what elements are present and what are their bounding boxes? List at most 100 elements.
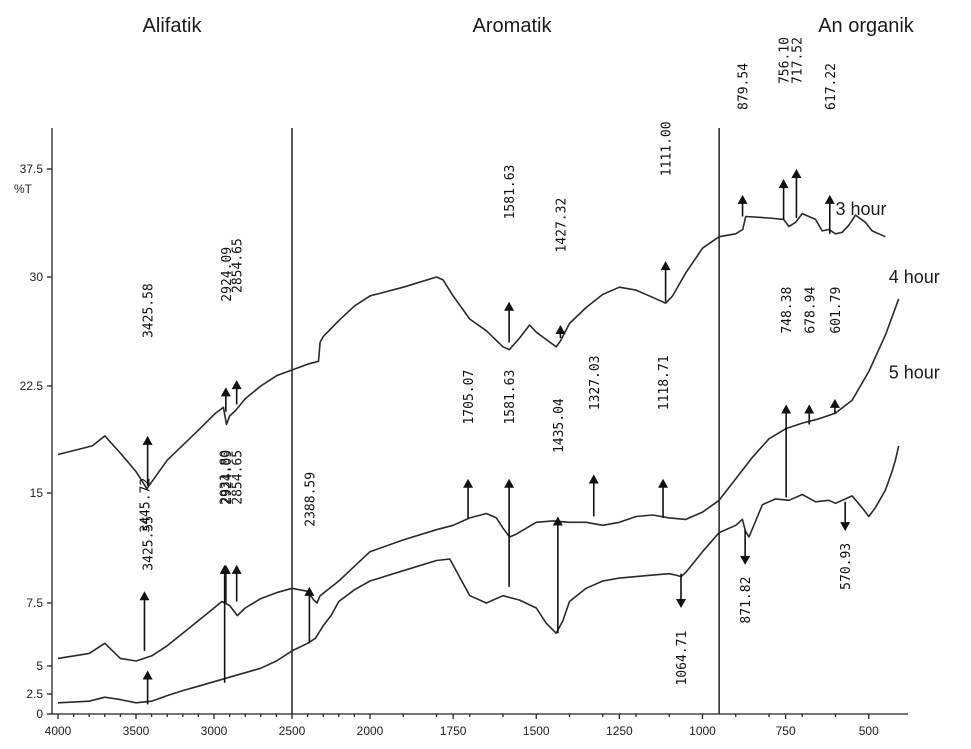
peak-annotation: 871.82 [739, 529, 754, 624]
annotation-label: 871.82 [739, 577, 754, 624]
peak-annotation: 2854.65 [231, 450, 246, 602]
region-label-aromatik: Aromatik [473, 15, 553, 37]
peak-annotation: 3425.55 [142, 516, 157, 705]
x-tick-label: 3500 [123, 724, 150, 738]
annotation-arrowhead [220, 387, 231, 397]
series-label: 3 hour [836, 199, 887, 219]
peak-annotation: 3425.58 [142, 283, 157, 486]
x-tick-label: 1250 [606, 724, 633, 738]
axes [51, 128, 908, 715]
peak-annotation: 570.93 [839, 501, 854, 590]
peak-annotation: 1705.07 [462, 370, 477, 518]
peak-annotation: 617.22 [824, 63, 839, 234]
region-dividers [291, 128, 720, 714]
annotation-arrowhead [791, 169, 802, 178]
region-label-alifatik: Alifatik [143, 15, 203, 37]
peak-annotation: 1435.04 [552, 398, 567, 634]
peak-annotation: 717.52 [790, 37, 805, 218]
annotation-arrowhead [824, 194, 835, 204]
annotation-arrowhead [588, 474, 599, 484]
annotation-arrowhead [463, 478, 474, 488]
annotation-arrowhead [552, 516, 563, 526]
peak-annotation: 748.38 [780, 287, 795, 498]
annotation-arrowhead [675, 599, 686, 609]
x-tick-label: 750 [776, 724, 796, 738]
y-tick-label: 37.5 [20, 162, 44, 176]
series-label: 4 hour [889, 267, 940, 287]
annotation-arrowhead [829, 398, 840, 408]
y-tick-label: 15 [30, 486, 44, 500]
annotation-label: 601.79 [829, 287, 844, 334]
y-tick-label: 7.5 [26, 596, 43, 610]
annotation-arrowhead [142, 670, 153, 680]
annotation-label: 717.52 [790, 37, 805, 84]
annotation-arrowhead [504, 301, 515, 311]
x-tick-label: 3000 [201, 724, 228, 738]
annotation-label: 617.22 [824, 63, 839, 110]
annotation-label: 3445.72 [138, 478, 153, 533]
y-tick-label: 0 [36, 707, 43, 721]
peak-annotation: 1111.00 [660, 121, 675, 302]
annotation-arrowhead [304, 586, 315, 596]
annotation-arrowhead [220, 564, 231, 574]
annotation-label: 1581.63 [503, 165, 518, 220]
annotation-arrowhead [660, 261, 671, 271]
peak-annotation: 601.79 [829, 287, 844, 414]
series-label: 5 hour [889, 363, 940, 383]
annotation-label: 2924.09 [220, 450, 235, 505]
annotation-label: 879.54 [737, 63, 752, 110]
x-tick-label: 2000 [357, 724, 384, 738]
series-line-4h [57, 298, 900, 662]
annotation-arrowhead [142, 435, 153, 445]
annotation-label: 1118.71 [657, 355, 672, 410]
y-tick-label: 22.5 [20, 379, 44, 393]
peak-annotation: 1064.71 [675, 573, 690, 686]
peak-annotation: 1427.32 [554, 198, 569, 339]
x-tick-label: 1500 [523, 724, 550, 738]
spectra [57, 212, 900, 704]
annotation-label: 1705.07 [462, 370, 477, 425]
annotation-arrowhead [778, 179, 789, 189]
peak-annotation: 879.54 [737, 63, 752, 217]
peak-annotation: 1118.71 [657, 355, 672, 518]
annotation-label: 2854.65 [231, 238, 246, 293]
peak-annotation: 1581.63 [503, 370, 518, 587]
y-axis-label: %T [14, 182, 33, 196]
annotation-arrowhead [231, 564, 242, 574]
annotation-label: 1327.03 [588, 355, 603, 410]
annotation-arrowhead [737, 194, 748, 204]
annotation-label: 2388.59 [303, 472, 318, 527]
peak-annotation: 2854.65 [231, 238, 246, 405]
x-tick-label: 1750 [440, 724, 467, 738]
peak-annotations: 3425.582924.092854.651581.631427.321111.… [138, 37, 854, 705]
annotation-label: 3425.58 [142, 283, 157, 338]
annotation-arrowhead [804, 404, 815, 414]
y-tick-label: 30 [30, 270, 44, 284]
annotation-label: 3425.55 [142, 516, 157, 571]
annotation-arrowhead [139, 591, 150, 601]
y-tick-label: 2.5 [26, 687, 43, 701]
annotation-label: 748.38 [780, 287, 795, 334]
peak-annotation: 2924.09 [220, 247, 235, 412]
peak-annotation: 1327.03 [588, 355, 603, 517]
series-line-3h [57, 212, 886, 490]
peak-annotation: 2924.09 [220, 450, 235, 603]
region-label-anorganik: An organik [818, 15, 915, 37]
x-tick-label: 500 [859, 724, 879, 738]
axis-ticks: 4000 3500 3000 2500 2000 1750 1500 1250 1000 750 5… [20, 162, 879, 738]
x-tick-label: 1000 [689, 724, 716, 738]
annotation-label: 1435.04 [552, 398, 567, 453]
annotation-label: 570.93 [839, 543, 854, 590]
annotation-label: 678.94 [803, 287, 818, 334]
y-tick-label: 5 [36, 659, 43, 673]
annotation-arrowhead [781, 404, 792, 414]
annotation-label: 756.10 [778, 37, 793, 84]
peak-annotation: 3445.72 [138, 478, 153, 651]
peak-annotation: 2388.59 [303, 472, 318, 644]
series-labels: 3 hour 4 hour 5 hour [836, 199, 940, 383]
x-tick-label: 2500 [279, 724, 306, 738]
x-tick-label: 4000 [45, 724, 72, 738]
peak-annotation: 678.94 [803, 287, 818, 425]
annotation-label: 1581.63 [503, 370, 518, 425]
